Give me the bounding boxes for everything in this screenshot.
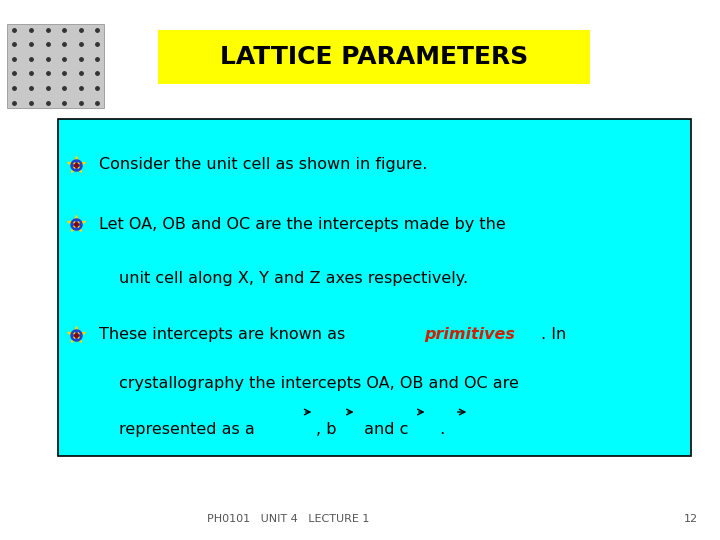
- Text: PH0101   UNIT 4   LECTURE 1: PH0101 UNIT 4 LECTURE 1: [207, 515, 369, 524]
- Text: unit cell along X, Y and Z axes respectively.: unit cell along X, Y and Z axes respecti…: [119, 271, 468, 286]
- Text: .: .: [436, 422, 446, 437]
- Text: primitives: primitives: [423, 327, 515, 342]
- Bar: [58, 119, 691, 456]
- Text: 12: 12: [684, 515, 698, 524]
- Text: and c: and c: [359, 422, 408, 437]
- Bar: [7, 24, 104, 108]
- Text: , b: , b: [316, 422, 337, 437]
- Text: LATTICE PARAMETERS: LATTICE PARAMETERS: [220, 45, 528, 69]
- Bar: [158, 30, 590, 84]
- Text: These intercepts are known as: These intercepts are known as: [99, 327, 351, 342]
- Text: . In: . In: [541, 327, 566, 342]
- Text: Consider the unit cell as shown in figure.: Consider the unit cell as shown in figur…: [99, 157, 428, 172]
- Text: represented as a: represented as a: [119, 422, 260, 437]
- Text: crystallography the intercepts OA, OB and OC are: crystallography the intercepts OA, OB an…: [119, 376, 518, 391]
- Text: Let OA, OB and OC are the intercepts made by the: Let OA, OB and OC are the intercepts mad…: [99, 217, 506, 232]
